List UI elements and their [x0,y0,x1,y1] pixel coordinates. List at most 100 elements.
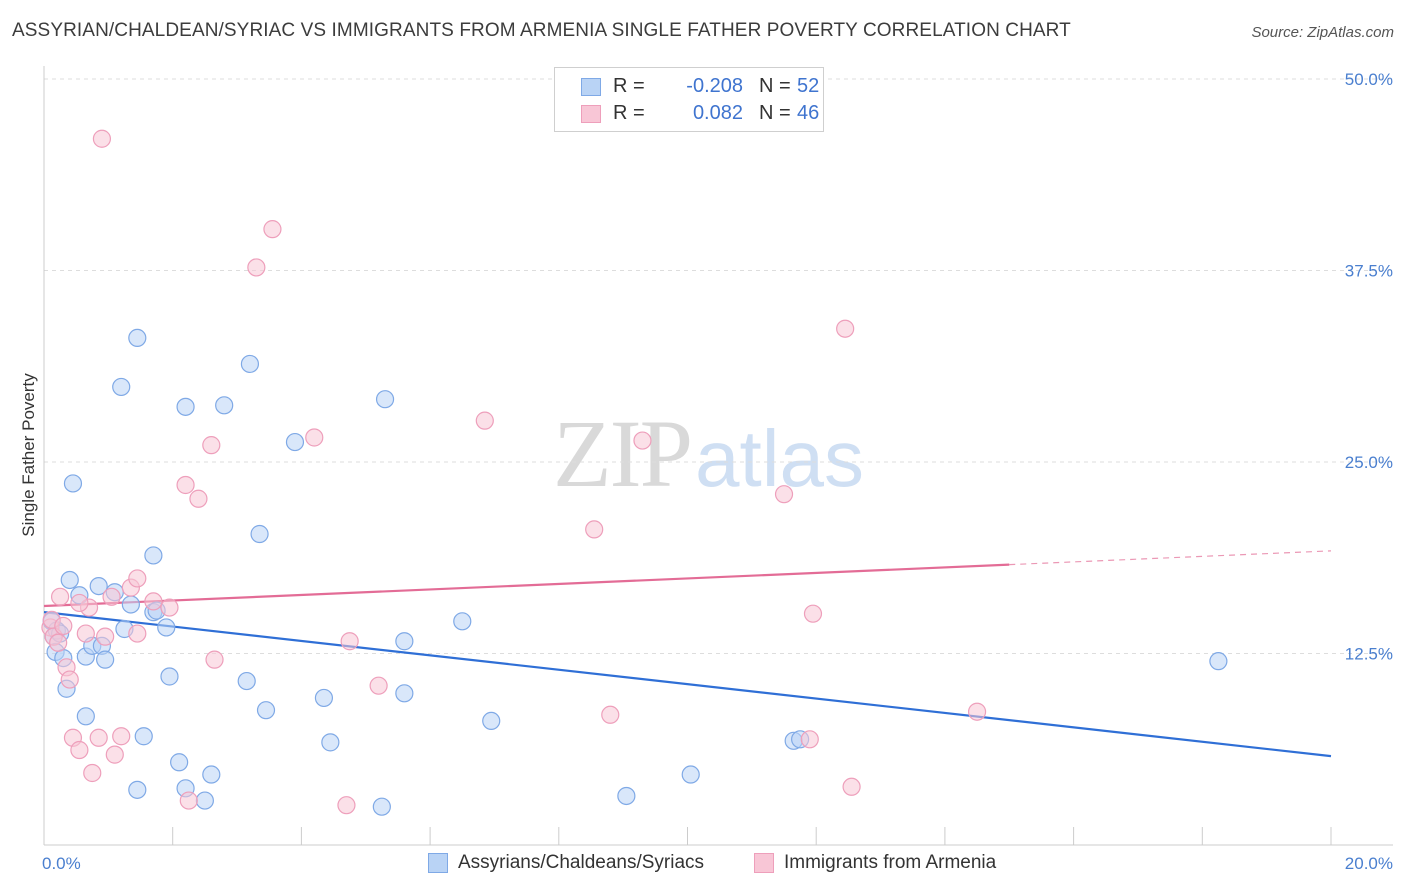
legend-r-label: R = [613,75,645,97]
blue-data-point [250,524,269,544]
blue-data-point [96,650,115,669]
bottom-legend-label: Assyrians/Chaldeans/Syriacs [458,852,705,873]
chart-title: ASSYRIAN/CHALDEAN/SYRIAC VS IMMIGRANTS F… [12,20,1071,41]
pink-data-point [83,763,102,783]
pink-data-point [633,431,652,450]
legend-r-value: 0.082 [692,102,743,124]
blue-data-point [1209,652,1228,671]
legend-swatch-pink [581,105,601,123]
pink-data-point [842,777,861,796]
pink-data-point [475,411,494,430]
pink-data-point [102,587,121,606]
blue-data-point [395,632,414,651]
pink-data-point [105,745,124,764]
pink-data-point [800,730,819,749]
pink-data-point [54,616,73,636]
blue-data-point [256,701,276,720]
watermark-zip: ZIP [553,400,693,507]
pink-data-point [96,627,115,646]
pink-data-point [205,650,224,669]
blue-data-point [157,618,176,637]
bottom-legend-swatch-pink [754,853,774,873]
blue-data-point [176,397,195,416]
point-layer [41,129,1228,816]
correlation-legend: R = -0.208 N = 52 R = 0.082 N = 46 [554,67,824,132]
pink-trend-line [43,563,1010,608]
blue-data-point [202,765,221,784]
pink-data-point [179,791,198,810]
blue-data-point [112,377,131,397]
pink-data-point [601,705,620,724]
pink-data-point [112,727,131,746]
x-tick-label: 20.0% [1345,854,1393,873]
watermark: ZIPatlas [553,398,864,509]
blue-data-point [63,474,83,493]
y-tick-label: 50.0% [1345,70,1393,89]
pink-data-point [128,624,147,643]
pink-data-point [92,129,112,148]
y-tick-label: 25.0% [1345,453,1393,472]
chart-source: Source: ZipAtlas.com [1251,24,1394,41]
pink-data-point [160,598,179,617]
pink-trend-line-extension [1009,550,1332,566]
blue-data-point [144,546,163,565]
legend-n-value: 46 [797,102,820,124]
pink-data-point [60,670,79,689]
blue-data-point [395,684,414,703]
y-tick-label: 12.5% [1345,645,1393,664]
pink-data-point [803,604,823,623]
label-layer: 12.5% 25.0% 37.5% 50.0% 0.0% 20.0% Single Fath… [19,70,1393,873]
pink-data-point [836,319,855,338]
blue-data-point [482,711,501,731]
blue-data-point [128,328,147,348]
pink-data-point [128,569,147,588]
y-axis-title: Single Father Poverty [19,373,38,537]
pink-data-point [247,258,266,277]
blue-data-point [134,727,153,746]
pink-data-point [70,740,89,760]
pink-data-point [189,489,208,508]
blue-trend-line [43,611,1332,758]
pink-data-point [144,592,163,611]
legend-n-value: 52 [797,75,820,97]
blue-data-point [375,390,395,409]
blue-data-point [76,707,95,726]
x-tick-label: 0.0% [42,854,81,873]
bottom-legend-label: Immigrants from Armenia [784,852,997,873]
pink-data-point [774,485,794,504]
pink-data-point [50,587,70,606]
blue-data-point [372,797,391,816]
blue-data-point [681,765,700,784]
blue-data-point [121,595,140,614]
pink-data-point [176,475,195,495]
pink-data-point [202,436,221,455]
blue-data-point [89,576,108,596]
blue-data-point [314,688,334,708]
legend-n-label: N = [759,102,791,124]
blue-data-point [170,753,189,772]
pink-data-point [967,702,987,721]
blue-data-point [237,671,256,691]
axis-layer [43,66,1393,846]
blue-data-point [240,354,260,374]
pink-data-point [585,520,604,539]
pink-data-point [49,633,68,652]
blue-data-point [60,570,79,590]
legend-r-value: -0.208 [686,75,743,97]
pink-data-point [340,632,359,651]
blue-data-point [617,786,636,806]
bottom-legend-swatch-blue [428,853,448,873]
blue-data-point [160,667,179,686]
pink-data-point [369,676,388,695]
legend-swatch-blue [581,78,601,96]
pink-data-point [263,220,282,239]
y-tick-label: 37.5% [1345,262,1393,281]
pink-data-point [305,428,324,447]
blue-data-point [128,780,147,799]
pink-data-point [89,728,108,747]
legend-n-label: N = [759,75,791,97]
blue-data-point [195,791,214,810]
blue-data-point [215,396,234,415]
pink-data-point [70,593,89,613]
